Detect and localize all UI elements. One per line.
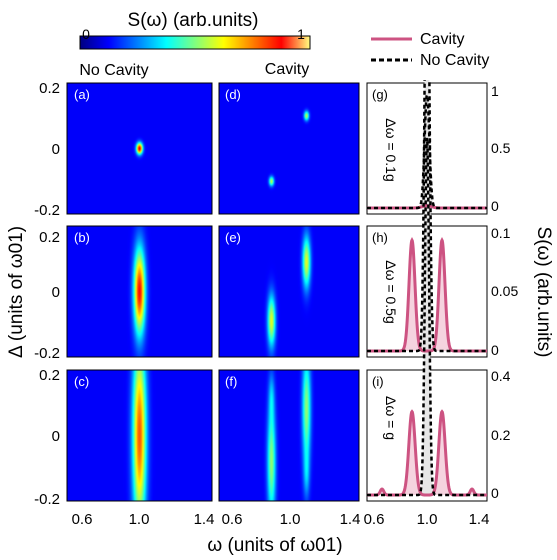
panel-label-b: (b) xyxy=(74,230,90,245)
xtick-spec-1: 1.0 xyxy=(417,511,438,528)
heatmap-panel-d xyxy=(219,83,359,214)
panel-label-e: (e) xyxy=(225,230,241,245)
panel-label-a: (a) xyxy=(74,87,90,102)
ytick-i-0: 0.4 xyxy=(491,368,511,384)
spectrum-y-ticks: 1 0.5 0 0.1 0.05 0 0.4 0.2 0 xyxy=(491,83,518,501)
series-line-no-cavity xyxy=(367,91,487,210)
heatmap-panel-e xyxy=(219,226,359,357)
ytick-g-2: 0 xyxy=(491,198,499,214)
ytick-i-2: 0 xyxy=(491,485,499,501)
xtick-mid-0: 0.6 xyxy=(222,511,243,528)
ytick-a-bot: -0.2 xyxy=(34,202,60,219)
ytick-h-0: 0.1 xyxy=(491,225,511,241)
panel-label-c: (c) xyxy=(74,374,89,389)
heatmap-x-ticks: 0.6 1.0 1.4 0.6 1.0 1.4 xyxy=(72,511,361,528)
xtick-spec-0: 0.6 xyxy=(364,511,385,528)
panel-label-g: (g) xyxy=(372,87,388,102)
ytick-a-top: 0.2 xyxy=(39,80,60,97)
colorbar-max-label: 1 xyxy=(297,26,305,42)
heatmap-y-ticks: 0.2 0 -0.2 0.2 0 -0.2 0.2 0 -0.2 xyxy=(34,80,60,508)
ytick-b-bot: -0.2 xyxy=(34,345,60,362)
column-title-cavity: Cavity xyxy=(265,61,309,78)
xtick-mid-2: 1.4 xyxy=(340,511,361,528)
y-axis-title: Δ (units of ω01) xyxy=(6,226,27,358)
annotation-i: Δω = g xyxy=(383,396,399,440)
ytick-h-1: 0.05 xyxy=(491,283,518,299)
heatmap-panel-b xyxy=(67,226,212,357)
ytick-g-1: 0.5 xyxy=(491,140,511,156)
ytick-i-1: 0.2 xyxy=(491,427,511,443)
ytick-c-bot: -0.2 xyxy=(34,491,60,508)
heatmap-panel-a xyxy=(67,83,212,214)
series-fill-no-cavity xyxy=(367,80,487,351)
colorbar-title: S(ω) (arb.units) xyxy=(128,10,259,31)
ytick-c-mid: 0 xyxy=(52,428,60,445)
series-line-no-cavity xyxy=(367,137,487,497)
xtick-left-2: 1.4 xyxy=(194,511,215,528)
column-title-no-cavity: No Cavity xyxy=(79,62,148,79)
panel-label-d: (d) xyxy=(225,87,241,102)
right-axis-title: S(ω) (arb.units) xyxy=(533,227,554,358)
series-line-cavity xyxy=(367,236,487,353)
spectrum-x-ticks: 0.6 1.0 1.4 xyxy=(364,511,490,528)
x-axis-title: ω (units of ω01) xyxy=(207,535,342,556)
colorbar-min-label: 0 xyxy=(82,26,90,42)
legend: Cavity No Cavity xyxy=(371,31,489,69)
legend-label-cavity: Cavity xyxy=(420,31,464,48)
xtick-mid-1: 1.0 xyxy=(280,511,301,528)
spectrum-panels: (g) (h) (i) Δω = 0.1g Δω = 0.5g Δω = g xyxy=(366,80,488,502)
colorbar xyxy=(79,35,311,50)
xtick-spec-2: 1.4 xyxy=(469,511,490,528)
ytick-a-mid: 0 xyxy=(52,141,60,158)
heatmap-panel-c xyxy=(67,370,212,501)
ytick-c-top: 0.2 xyxy=(39,367,60,384)
xtick-left-1: 1.0 xyxy=(129,511,150,528)
legend-label-no-cavity: No Cavity xyxy=(420,52,489,69)
ytick-g-0: 1 xyxy=(491,83,499,99)
heatmap-grid: (a) (b) (c) (d) (e) (f) xyxy=(66,82,360,502)
annotation-g: Δω = 0.1g xyxy=(383,118,399,182)
ytick-b-top: 0.2 xyxy=(39,229,60,246)
annotation-h: Δω = 0.5g xyxy=(383,260,399,324)
ytick-h-2: 0 xyxy=(491,342,499,358)
panel-label-f: (f) xyxy=(225,374,237,389)
ytick-b-mid: 0 xyxy=(52,284,60,301)
xtick-left-0: 0.6 xyxy=(72,511,93,528)
panel-label-h: (h) xyxy=(372,230,388,245)
heatmap-panel-f xyxy=(219,370,359,501)
panel-label-i: (i) xyxy=(372,374,384,389)
